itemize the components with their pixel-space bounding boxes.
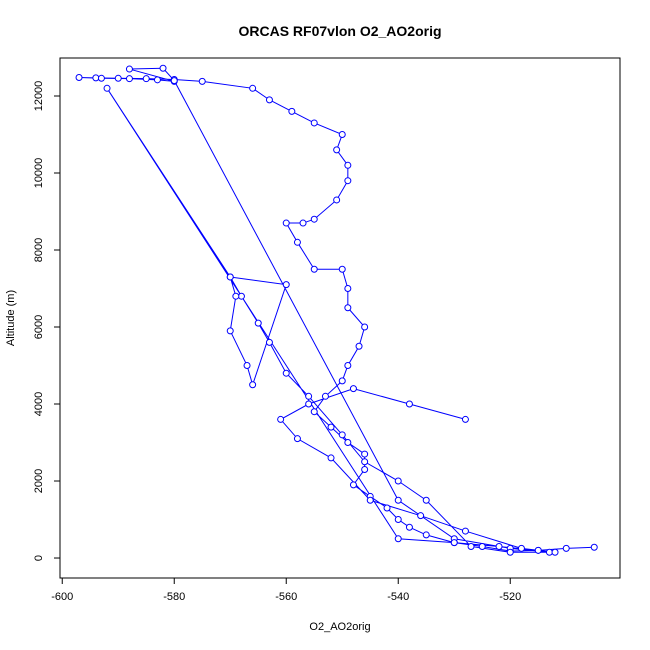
data-point <box>293 435 301 443</box>
data-point <box>254 319 262 327</box>
data-point <box>327 454 335 462</box>
data-point <box>282 281 290 289</box>
data-point <box>361 450 369 458</box>
data-point <box>349 385 357 393</box>
data-point <box>159 64 167 72</box>
y-tick-label: 6000 <box>33 315 45 339</box>
x-tick-label: -600 <box>51 591 73 603</box>
data-point <box>344 304 352 312</box>
data-point <box>562 544 570 552</box>
y-tick-label: 8000 <box>33 238 45 262</box>
data-point <box>394 516 402 524</box>
y-tick-label: 12000 <box>33 81 45 112</box>
data-point <box>288 107 296 115</box>
x-tick-label: -580 <box>163 591 185 603</box>
x-axis-label: O2_AO2orig <box>309 621 370 633</box>
data-point <box>92 74 100 82</box>
data-point <box>310 408 318 416</box>
chart-title: ORCAS RF07vlon O2_AO2orig <box>238 23 441 39</box>
data-point <box>310 265 318 273</box>
x-tick-label: -520 <box>499 591 521 603</box>
data-point <box>249 84 257 92</box>
data-point <box>405 523 413 531</box>
data-point <box>293 238 301 246</box>
y-tick-label: 2000 <box>33 469 45 493</box>
data-point <box>170 77 178 85</box>
data-point <box>226 273 234 281</box>
data-point <box>366 496 374 504</box>
data-point <box>327 423 335 431</box>
data-point <box>394 535 402 543</box>
data-point <box>114 74 122 82</box>
data-point <box>282 369 290 377</box>
data-point <box>305 400 313 408</box>
data-point <box>361 458 369 466</box>
data-point <box>534 546 542 554</box>
data-point <box>361 323 369 331</box>
plot-frame <box>59 57 621 579</box>
data-point <box>590 543 598 551</box>
data-point <box>125 75 133 83</box>
data-point <box>506 548 514 556</box>
data-point <box>338 377 346 385</box>
data-point <box>277 415 285 423</box>
data-point <box>478 542 486 550</box>
data-point <box>349 481 357 489</box>
data-point <box>344 161 352 169</box>
data-point <box>361 465 369 473</box>
x-tick-label: -540 <box>387 591 409 603</box>
data-point <box>338 431 346 439</box>
y-tick-label: 4000 <box>33 392 45 416</box>
data-point <box>265 96 273 104</box>
data-point <box>333 196 341 204</box>
data-point <box>232 292 240 300</box>
data-point <box>243 362 251 370</box>
data-point <box>282 219 290 227</box>
data-point <box>338 131 346 139</box>
data-point <box>142 75 150 83</box>
data-point <box>103 84 111 92</box>
data-point <box>422 496 430 504</box>
data-point <box>383 504 391 512</box>
data-point <box>467 542 475 550</box>
data-point <box>305 392 313 400</box>
data-point <box>338 265 346 273</box>
data-point <box>226 327 234 335</box>
y-tick-label: 10000 <box>33 158 45 189</box>
data-point <box>75 74 83 82</box>
data-point <box>495 542 503 550</box>
y-tick-label: 0 <box>33 555 45 561</box>
data-point <box>461 527 469 535</box>
data-point <box>310 215 318 223</box>
data-point <box>265 338 273 346</box>
data-point <box>355 342 363 350</box>
data-point <box>125 65 133 73</box>
data-point <box>461 415 469 423</box>
data-point <box>417 512 425 520</box>
data-point <box>310 119 318 127</box>
data-point <box>344 439 352 447</box>
data-point <box>394 496 402 504</box>
data-point <box>333 146 341 154</box>
data-point <box>299 219 307 227</box>
data-point <box>422 531 430 539</box>
data-point <box>394 477 402 485</box>
data-point <box>517 544 525 552</box>
data-point <box>405 400 413 408</box>
y-axis-label: Altitude (m) <box>5 290 17 346</box>
data-point <box>321 392 329 400</box>
data-point <box>97 74 105 82</box>
data-line <box>79 67 595 553</box>
data-point <box>450 539 458 547</box>
data-point <box>344 177 352 185</box>
data-point <box>551 548 559 556</box>
data-point <box>344 362 352 370</box>
data-point <box>198 77 206 85</box>
data-point <box>249 381 257 389</box>
x-tick-label: -560 <box>275 591 297 603</box>
data-point <box>153 76 161 84</box>
data-point <box>344 285 352 293</box>
